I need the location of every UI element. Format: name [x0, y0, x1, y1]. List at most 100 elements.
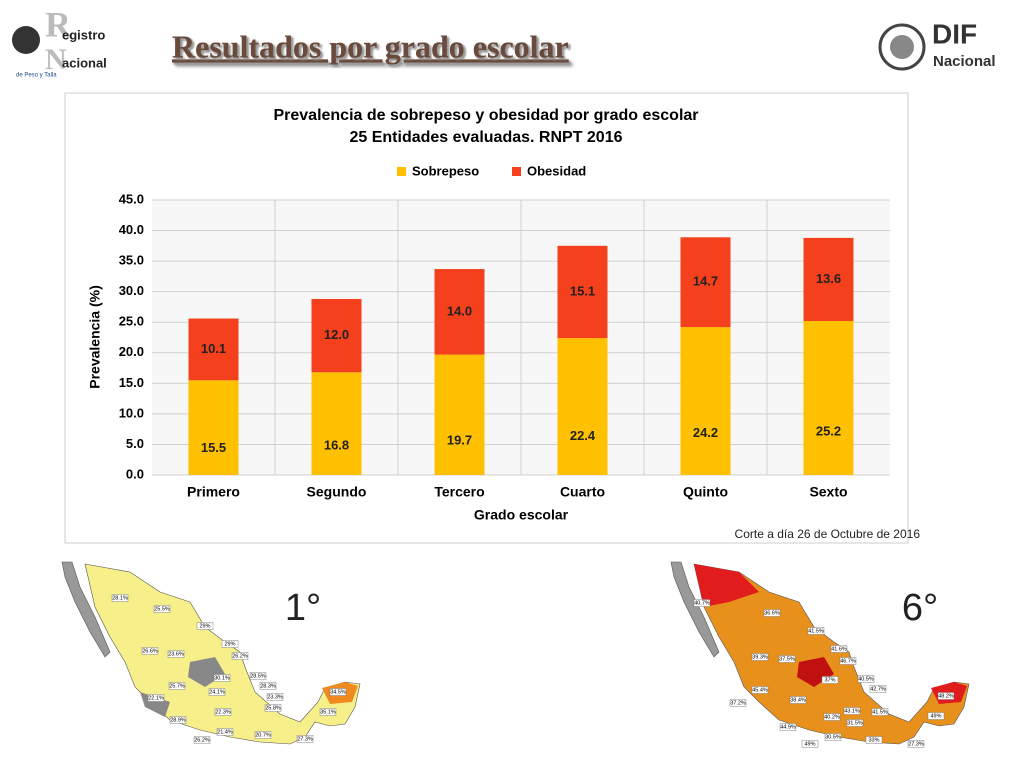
- map-label-box: [823, 713, 841, 721]
- map-label: 46.7%: [840, 658, 856, 664]
- map-label-box: [729, 699, 747, 707]
- data-label: 15.5: [201, 440, 226, 455]
- map-region: [140, 692, 170, 717]
- map-label-box: [801, 740, 819, 748]
- map-label-box: [865, 736, 883, 744]
- map-label: 26.2%: [194, 737, 210, 743]
- map-label: 25.5%: [154, 606, 170, 612]
- map-label: 30.1%: [214, 675, 230, 681]
- x-axis-label: Grado escolar: [474, 507, 569, 523]
- bar-segment: [803, 321, 854, 475]
- x-tick-label: Sexto: [809, 484, 847, 500]
- y-tick-label: 40.0: [119, 222, 144, 237]
- map-label-box: [751, 653, 769, 661]
- data-label: 19.7: [447, 433, 472, 448]
- bar-segment: [434, 269, 485, 355]
- map-label: 37.5%: [779, 656, 795, 662]
- map-label-box: [763, 609, 781, 617]
- y-tick-label: 10.0: [119, 405, 144, 420]
- logo-letter: N: [45, 43, 67, 76]
- map-label: 22.3%: [215, 709, 231, 715]
- map-region: [694, 564, 759, 607]
- logo-letter: R: [45, 4, 72, 44]
- map-grade: 1°: [285, 587, 321, 629]
- map-label: 41.6%: [831, 646, 847, 652]
- map-label: 37%: [824, 677, 835, 683]
- y-axis-label: Prevalencia (%): [87, 285, 103, 389]
- map-label-box: [249, 672, 267, 680]
- map-label: 26.2%: [232, 653, 248, 659]
- data-label: 14.7: [693, 274, 718, 289]
- map-label-box: [779, 723, 797, 731]
- data-label: 12.0: [324, 327, 349, 342]
- map-label: 33%: [868, 737, 879, 743]
- map-label-box: [193, 736, 211, 744]
- bar-segment: [188, 318, 239, 381]
- bar-segment: [680, 237, 731, 328]
- maps: 1° 28.1% 25.5% 29% 26.6% 23.6% 29% 26.2% 30.1% 28…: [61, 561, 970, 748]
- x-tick-label: Primero: [187, 484, 240, 500]
- map-label-box: [231, 652, 249, 660]
- map-label-box: [824, 733, 842, 741]
- legend-label: Sobrepeso: [412, 163, 479, 178]
- map-label: 35.1%: [320, 709, 336, 715]
- map-label: 36.6%: [764, 610, 780, 616]
- map-label: 45.4%: [752, 687, 768, 693]
- map-label: 40.7%: [694, 600, 710, 606]
- map-label-box: [807, 627, 825, 635]
- map-label: 42.7%: [870, 686, 886, 692]
- map-label: 26.6%: [142, 648, 158, 654]
- map-label: 43.1%: [844, 708, 860, 714]
- chart-note: Corte a día 26 de Octubre de 2016: [735, 527, 921, 541]
- map-label: 48.2%: [938, 693, 954, 699]
- map-label-box: [266, 693, 284, 701]
- map-label: 22.1%: [148, 695, 164, 701]
- map-label-box: [214, 708, 232, 716]
- map-label-box: [927, 712, 945, 720]
- map-label: 34.5%: [330, 689, 346, 695]
- map-grade: 6°: [902, 587, 938, 629]
- map-label: 41.5%: [872, 709, 888, 715]
- map-label: 25.8%: [265, 705, 281, 711]
- data-label: 10.1: [201, 341, 226, 356]
- bar-segment: [434, 354, 485, 475]
- data-label: 24.2: [693, 425, 718, 440]
- slide-title: Resultados por grado escolar: [172, 28, 569, 64]
- map-label-box: [871, 708, 889, 716]
- x-tick-label: Segundo: [307, 484, 367, 500]
- y-tick-label: 20.0: [119, 344, 144, 359]
- map-label: 49%: [804, 741, 815, 747]
- map-label: 27.3%: [908, 741, 924, 747]
- map-label: 37.2%: [730, 700, 746, 706]
- map-label: 30.5%: [825, 734, 841, 740]
- map-label: 23.3%: [267, 694, 283, 700]
- map-label-box: [821, 676, 839, 684]
- map-label: 29%: [199, 623, 210, 629]
- map-label-box: [839, 657, 857, 665]
- bar-segment: [803, 237, 854, 321]
- map-label: 41.5%: [808, 628, 824, 634]
- x-tick-label: Cuarto: [560, 484, 605, 500]
- logo-figure: [12, 26, 40, 54]
- bar-segment: [680, 327, 731, 475]
- map-label-box: [167, 650, 185, 658]
- map-label: 49%: [930, 713, 941, 719]
- y-tick-label: 25.0: [119, 314, 144, 329]
- map-label-box: [147, 694, 165, 702]
- map-label: 44.9%: [780, 724, 796, 730]
- data-label: 14.0: [447, 303, 472, 318]
- x-tick-label: Tercero: [434, 484, 484, 500]
- map-label-box: [254, 731, 272, 739]
- map-label: 31.5%: [847, 720, 863, 726]
- map-label: 28.9%: [170, 717, 186, 723]
- map-label-box: [111, 594, 129, 602]
- map-label-box: [869, 685, 887, 693]
- map-label-box: [169, 716, 187, 724]
- plot: 0.0 5.0 10.0 15.0 20.0 25.0 30.0 35.0 40.0 45.0 So…: [119, 163, 890, 500]
- map-label-box: [329, 688, 347, 696]
- data-label: 13.6: [816, 271, 841, 286]
- bar-segment: [557, 245, 608, 339]
- map-label: 40.5%: [858, 676, 874, 682]
- bar-segment: [311, 372, 362, 475]
- map-region: [693, 563, 970, 745]
